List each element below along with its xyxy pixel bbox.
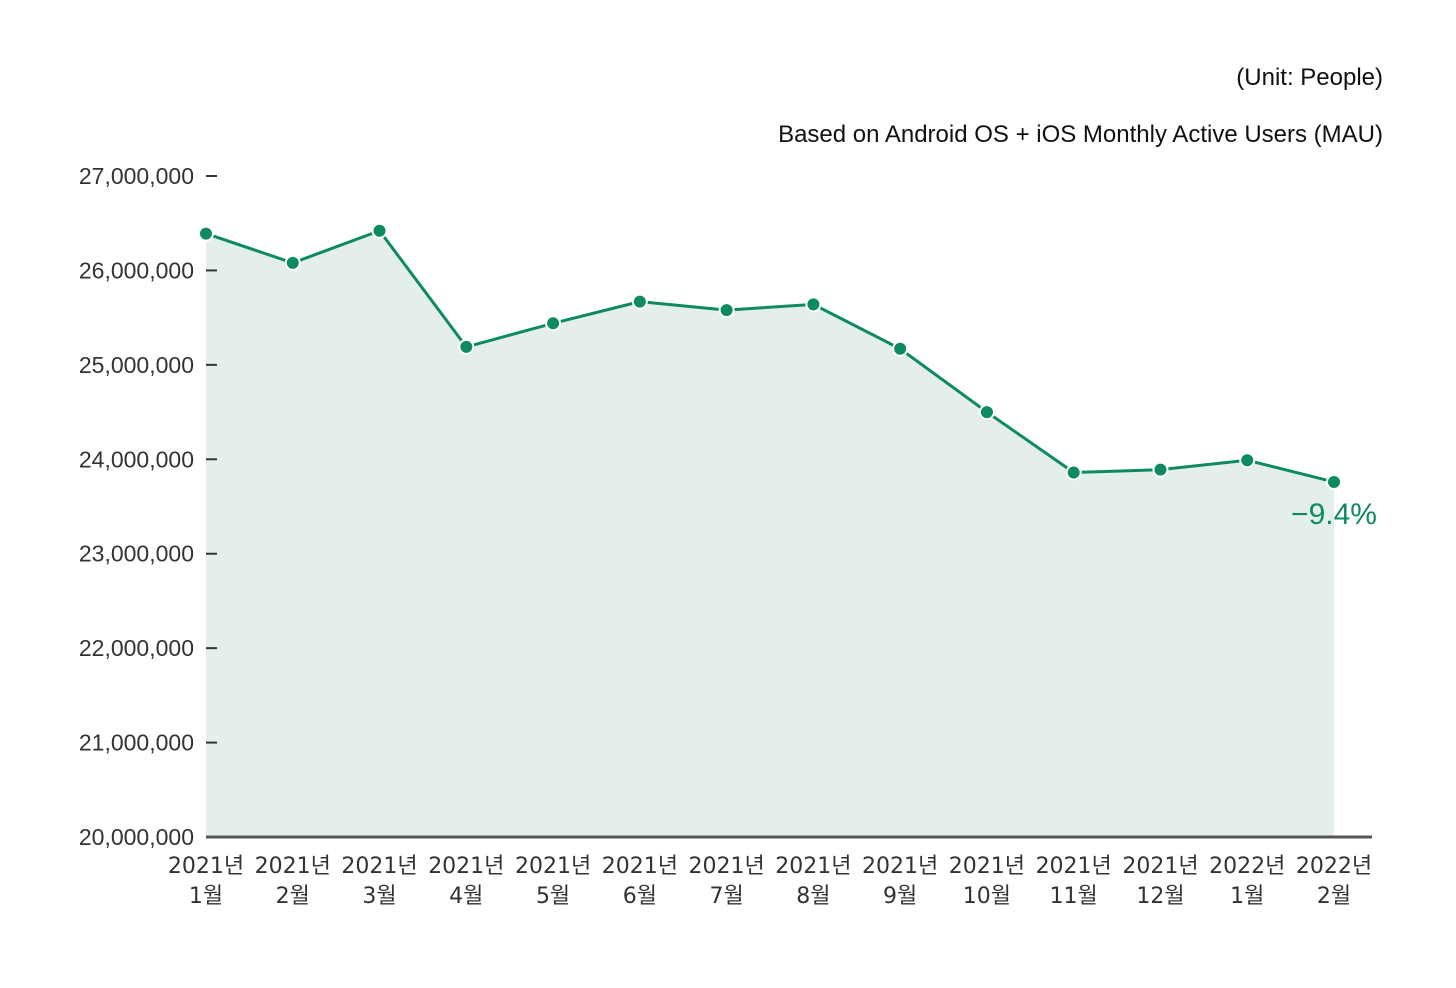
x-tick-year: 2021년	[1122, 854, 1198, 879]
x-tick-year: 2021년	[428, 854, 504, 879]
x-tick-month: 3월	[362, 884, 396, 909]
data-point	[1152, 461, 1169, 478]
x-tick-year: 2021년	[515, 854, 591, 879]
x-tick-month: 10월	[963, 884, 1011, 909]
x-tick-year: 2021년	[341, 854, 417, 879]
data-point	[718, 302, 735, 319]
y-tick-label: 26,000,000	[79, 257, 194, 283]
x-tick-month: 12월	[1136, 884, 1184, 909]
x-tick-year: 2022년	[1209, 854, 1285, 879]
data-point	[458, 338, 475, 355]
x-tick-month: 2월	[1317, 884, 1351, 909]
x-tick-month: 8월	[796, 884, 830, 909]
x-tick-month: 1월	[189, 884, 223, 909]
x-tick-month: 6월	[623, 884, 657, 909]
data-point	[805, 296, 822, 313]
y-tick-label: 23,000,000	[79, 541, 194, 567]
x-tick-month: 9월	[883, 884, 917, 909]
x-tick-year: 2021년	[168, 854, 244, 879]
x-tick-month: 7월	[709, 884, 743, 909]
y-tick-label: 24,000,000	[79, 446, 194, 472]
y-tick-label: 22,000,000	[79, 635, 194, 661]
change-annotation: −9.4%	[1291, 498, 1377, 531]
y-tick-label: 27,000,000	[79, 163, 194, 189]
x-tick-month: 11월	[1050, 884, 1098, 909]
y-tick-label: 21,000,000	[79, 730, 194, 756]
x-tick-year: 2021년	[1036, 854, 1112, 879]
x-tick-year: 2021년	[862, 854, 938, 879]
data-point	[892, 340, 909, 357]
data-point	[1326, 473, 1342, 490]
data-point	[371, 222, 388, 239]
area-fill	[206, 230, 1334, 838]
basis-note: Based on Android OS + iOS Monthly Active…	[778, 121, 1383, 148]
data-point	[1239, 452, 1256, 469]
data-point	[631, 293, 648, 310]
x-tick-year: 2021년	[602, 854, 678, 879]
data-point	[978, 404, 995, 421]
y-tick-label: 25,000,000	[79, 352, 194, 378]
data-point	[284, 254, 301, 271]
x-tick-year: 2021년	[255, 854, 331, 879]
x-tick-month: 2월	[276, 884, 310, 909]
series-line	[205, 228, 1335, 484]
x-tick-month: 5월	[536, 884, 570, 909]
x-tick-year: 2021년	[688, 854, 764, 879]
data-point	[545, 315, 562, 332]
y-tick-label: 20,000,000	[79, 824, 194, 850]
x-tick-year: 2021년	[949, 854, 1025, 879]
data-point	[1065, 464, 1082, 481]
data-point	[198, 225, 214, 242]
unit-note: (Unit: People)	[1236, 64, 1383, 91]
x-tick-year: 2022년	[1296, 854, 1372, 879]
x-tick-year: 2021년	[775, 854, 851, 879]
x-tick-month: 1월	[1230, 884, 1264, 909]
x-tick-month: 4월	[449, 884, 483, 909]
